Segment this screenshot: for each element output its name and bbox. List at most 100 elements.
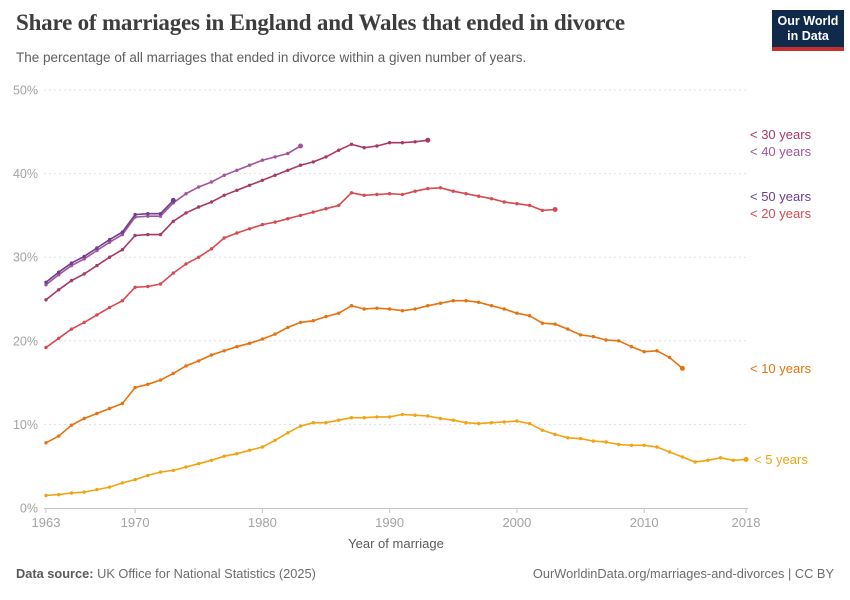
series-point <box>387 415 392 419</box>
credit-link[interactable]: OurWorldinData.org/marriages-and-divorce… <box>532 566 834 581</box>
series-point <box>44 345 48 350</box>
series-point <box>158 282 163 286</box>
series-endpoint-lt-50-years <box>170 197 176 203</box>
series-point <box>133 285 137 289</box>
series-point <box>57 270 61 274</box>
series-point <box>209 180 214 184</box>
series-point <box>400 141 405 145</box>
series-point <box>95 411 99 416</box>
series-point <box>57 336 61 340</box>
series-line-lt-30-years[interactable] <box>45 139 428 301</box>
series-point <box>375 415 379 419</box>
series-point <box>324 207 328 211</box>
series-point <box>247 448 252 452</box>
series-point <box>133 212 137 217</box>
series-point <box>591 439 595 443</box>
series-label-lt-30-years[interactable]: < 30 years <box>750 127 812 142</box>
chart-subtitle: The percentage of all marriages that end… <box>16 50 527 65</box>
series-point <box>311 421 315 425</box>
series-point <box>578 436 583 441</box>
series-point <box>337 148 341 152</box>
series-label-lt-40-years[interactable]: < 40 years <box>750 144 812 159</box>
series-point <box>527 314 532 318</box>
series-point <box>235 452 239 456</box>
series-point <box>273 173 277 177</box>
series-label-lt-5-years[interactable]: < 5 years <box>754 452 808 467</box>
series-point <box>57 288 61 292</box>
series-point <box>464 299 468 303</box>
series-point <box>438 186 443 190</box>
series-point <box>107 406 112 411</box>
series-point <box>44 298 48 302</box>
series-point <box>286 325 290 330</box>
series-point <box>209 200 214 204</box>
series-point <box>95 263 99 268</box>
series-endpoint-lt-30-years <box>425 137 431 143</box>
series-point <box>349 304 354 308</box>
series-point <box>184 211 188 215</box>
series-point <box>107 237 112 242</box>
series-point <box>413 307 417 311</box>
series-point <box>95 313 99 317</box>
series-point <box>158 212 163 216</box>
series-point <box>515 419 519 423</box>
series-point <box>273 438 277 442</box>
series-point <box>171 271 175 275</box>
series-label-lt-20-years[interactable]: < 20 years <box>750 206 812 221</box>
series-point <box>69 278 74 283</box>
x-tick-label: 2010 <box>630 515 659 530</box>
series-point <box>413 189 417 193</box>
series-point <box>298 213 303 218</box>
series-point <box>158 470 163 474</box>
series-point <box>95 246 99 250</box>
series-point <box>158 378 163 382</box>
series-point <box>298 320 303 325</box>
series-point <box>298 424 303 428</box>
series-point <box>209 458 214 462</box>
series-label-lt-50-years[interactable]: < 50 years <box>750 189 812 204</box>
series-point <box>426 414 430 418</box>
series-point <box>235 231 239 235</box>
series-point <box>438 416 443 421</box>
series-line-lt-10-years[interactable] <box>45 299 683 444</box>
series-point <box>260 158 265 162</box>
owid-logo-line1: Our World <box>777 14 839 28</box>
page-title: Share of marriages in England and Wales … <box>16 10 625 35</box>
series-point <box>286 217 290 221</box>
series-point <box>298 163 303 167</box>
series-point <box>222 454 226 458</box>
series-point <box>120 401 125 406</box>
series-point <box>222 349 226 353</box>
series-point <box>44 441 48 445</box>
series-point <box>362 146 366 150</box>
series-point <box>591 334 595 339</box>
series-point <box>197 359 201 363</box>
series-point <box>107 240 112 244</box>
series-point <box>273 220 277 224</box>
series-point <box>642 443 646 447</box>
series-point <box>57 273 61 277</box>
series-label-lt-10-years[interactable]: < 10 years <box>750 361 812 376</box>
series-point <box>222 173 226 177</box>
series-point <box>82 490 86 494</box>
series-point <box>69 491 74 495</box>
series-point <box>553 432 557 437</box>
series-point <box>375 144 379 148</box>
series-line-lt-5-years[interactable] <box>45 413 747 497</box>
series-point <box>515 311 519 315</box>
series-point <box>540 321 545 325</box>
series-line-lt-40-years[interactable] <box>45 145 301 286</box>
series-point <box>286 151 290 156</box>
series-point <box>171 219 175 223</box>
series-point <box>69 261 74 265</box>
x-tick-label: 2018 <box>732 515 761 530</box>
series-point <box>387 307 392 311</box>
x-tick-label: 1980 <box>248 515 277 530</box>
series-point <box>69 327 74 331</box>
series-point <box>349 416 354 420</box>
series-point <box>311 160 315 164</box>
series-point <box>260 445 265 449</box>
y-tick-label: 10% <box>13 418 38 432</box>
series-point <box>44 280 48 284</box>
series-point <box>247 183 252 187</box>
